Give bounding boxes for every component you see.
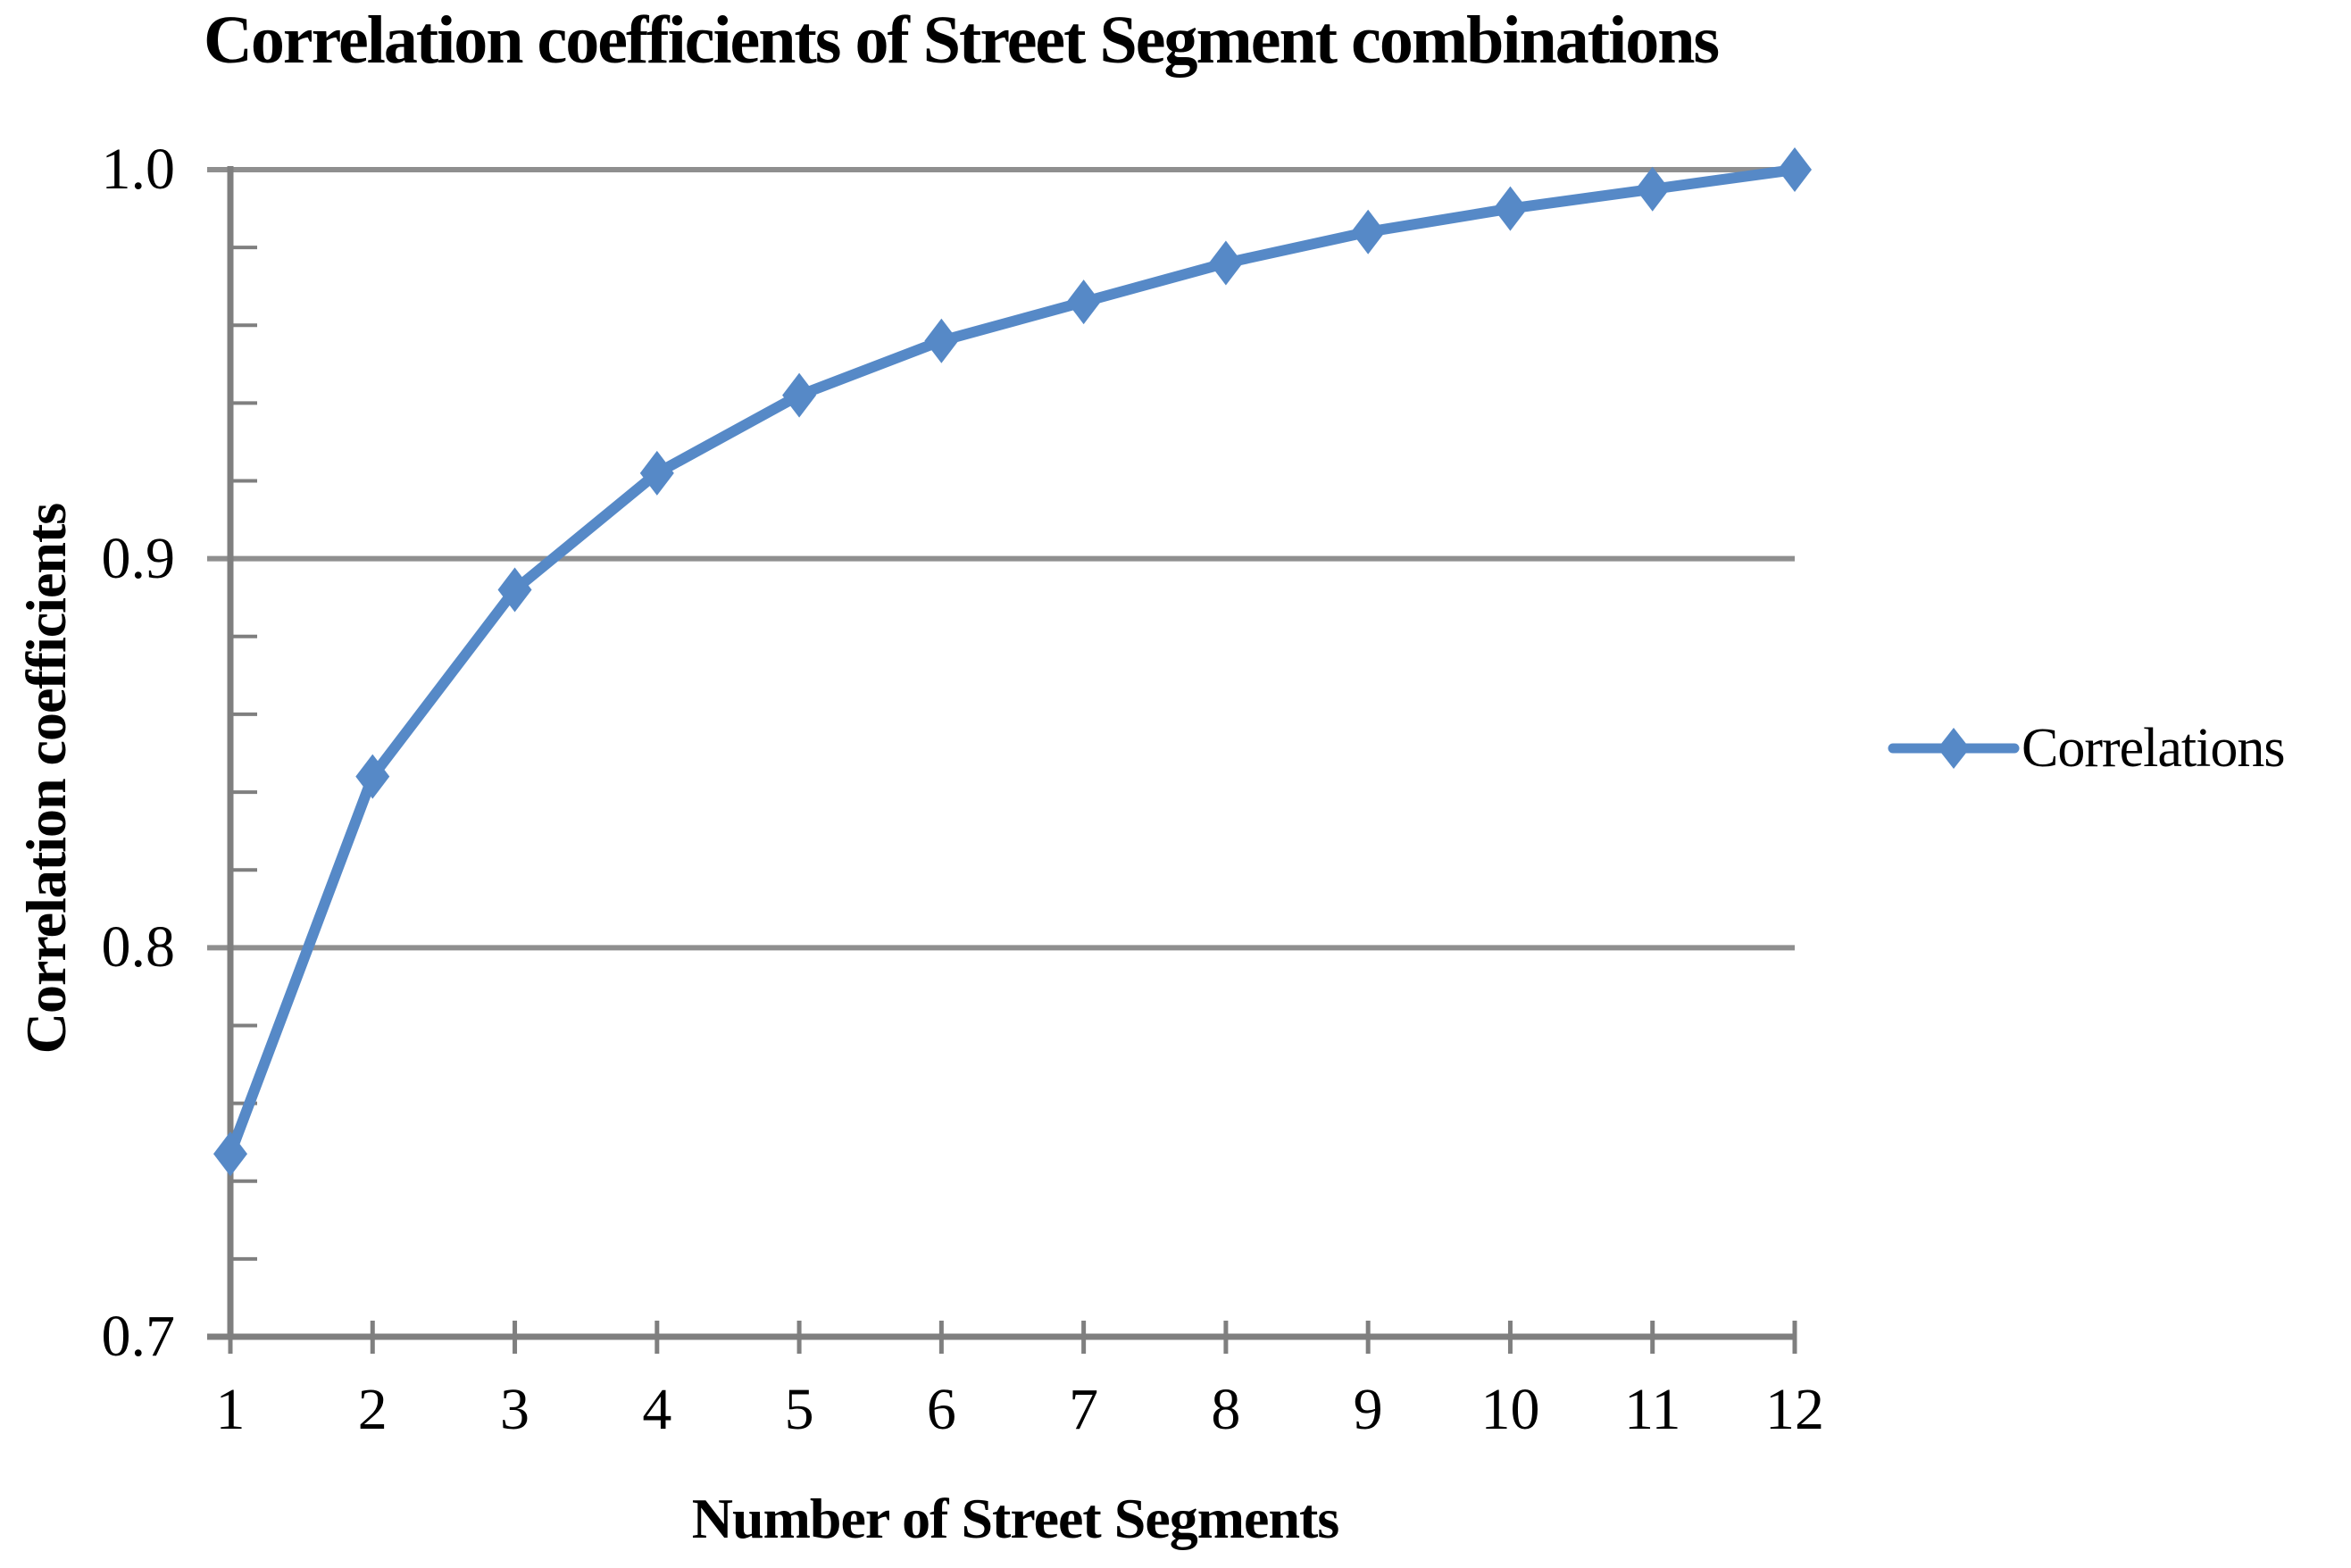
x-tick-label-8: 8 [1211,1377,1241,1442]
x-tick-label-6: 6 [926,1377,956,1442]
data-line-correlations [225,164,1800,1160]
x-tick-label-2: 2 [357,1377,388,1442]
x-tick-label-11: 11 [1623,1377,1681,1442]
x-tick-label-1: 1 [215,1377,246,1442]
data-point-marker-x11 [1635,166,1670,212]
x-tick-label-12: 12 [1765,1377,1824,1442]
data-point-marker-x1 [213,1131,247,1177]
y-tick-label-0.7: 0.7 [101,1304,176,1369]
data-point-marker-x4 [639,450,674,496]
data-point-marker-x6 [924,318,959,363]
x-tick-label-10: 10 [1480,1377,1540,1442]
x-tick-label-3: 3 [500,1377,530,1442]
x-tick-label-4: 4 [642,1377,672,1442]
chart-title: Correlation coefficients of Street Segme… [204,3,1720,78]
data-point-marker-x10 [1493,186,1528,231]
legend-diamond-marker [1938,728,1970,769]
data-point-marker-x12 [1778,147,1812,192]
data-point-marker-x9 [1351,209,1386,254]
y-axis-title: Correlation coefficients [14,503,78,1055]
data-point-marker-x5 [782,372,817,418]
legend: Correlations [1886,717,2285,780]
x-tick-label-7: 7 [1069,1377,1099,1442]
data-point-marker-x2 [355,754,390,799]
y-tick-label-1.0: 1.0 [101,137,176,202]
data-point-marker-x3 [497,567,532,613]
data-point-marker-x7 [1066,279,1101,325]
legend-series-marker [1888,728,2020,769]
y-tick-label-0.9: 0.9 [101,525,176,591]
x-tick-label-9: 9 [1353,1377,1383,1442]
legend-label: Correlations [2022,718,2285,779]
y-tick-label-0.8: 0.8 [101,914,176,980]
data-point-marker-x8 [1208,240,1243,286]
x-tick-label-5: 5 [784,1377,814,1442]
x-axis-title: Number of Street Segments [691,1487,1339,1550]
